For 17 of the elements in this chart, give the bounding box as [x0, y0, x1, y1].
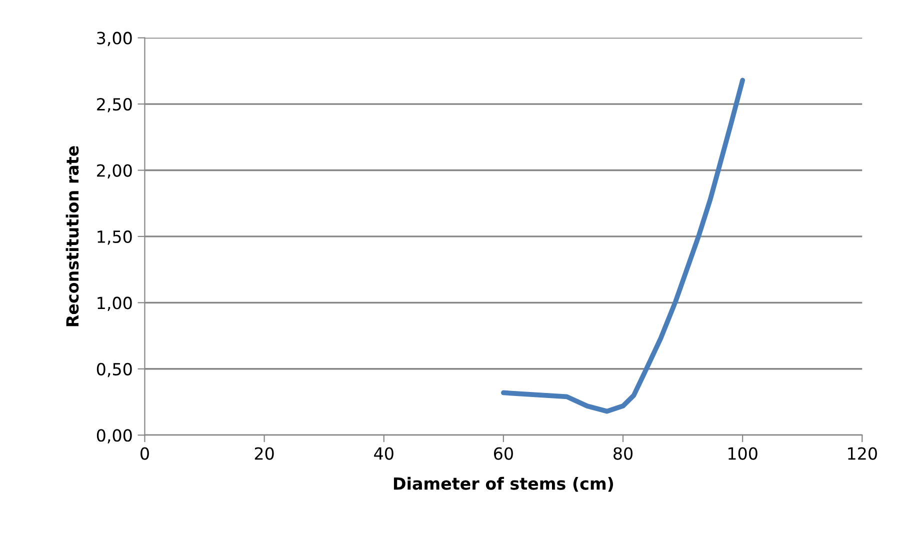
y-tick-label: 0,50	[96, 362, 132, 378]
y-tick-label: 1,00	[98, 296, 132, 311]
x-axis-title: Diameter of stems (cm)	[394, 476, 614, 492]
x-tick-label: 100	[728, 447, 758, 460]
x-tick-label: 0	[140, 447, 149, 460]
y-axis-title: Reconstitution rate	[66, 146, 79, 326]
y-tick-label: 0,00	[96, 429, 132, 444]
y-tick-label: 1,50	[98, 230, 132, 245]
y-tick-label: 2,00	[97, 164, 132, 179]
line-series	[501, 78, 746, 414]
x-tick-label: 120	[848, 447, 877, 460]
x-tick-label: 20	[254, 447, 274, 460]
x-tick-label: 40	[374, 447, 394, 460]
y-tick-label: 2,50	[97, 98, 132, 112]
x-tick-label: 80	[614, 447, 633, 460]
y-tick-label: 3,00	[97, 32, 132, 46]
x-tick-label: 60	[494, 447, 513, 460]
